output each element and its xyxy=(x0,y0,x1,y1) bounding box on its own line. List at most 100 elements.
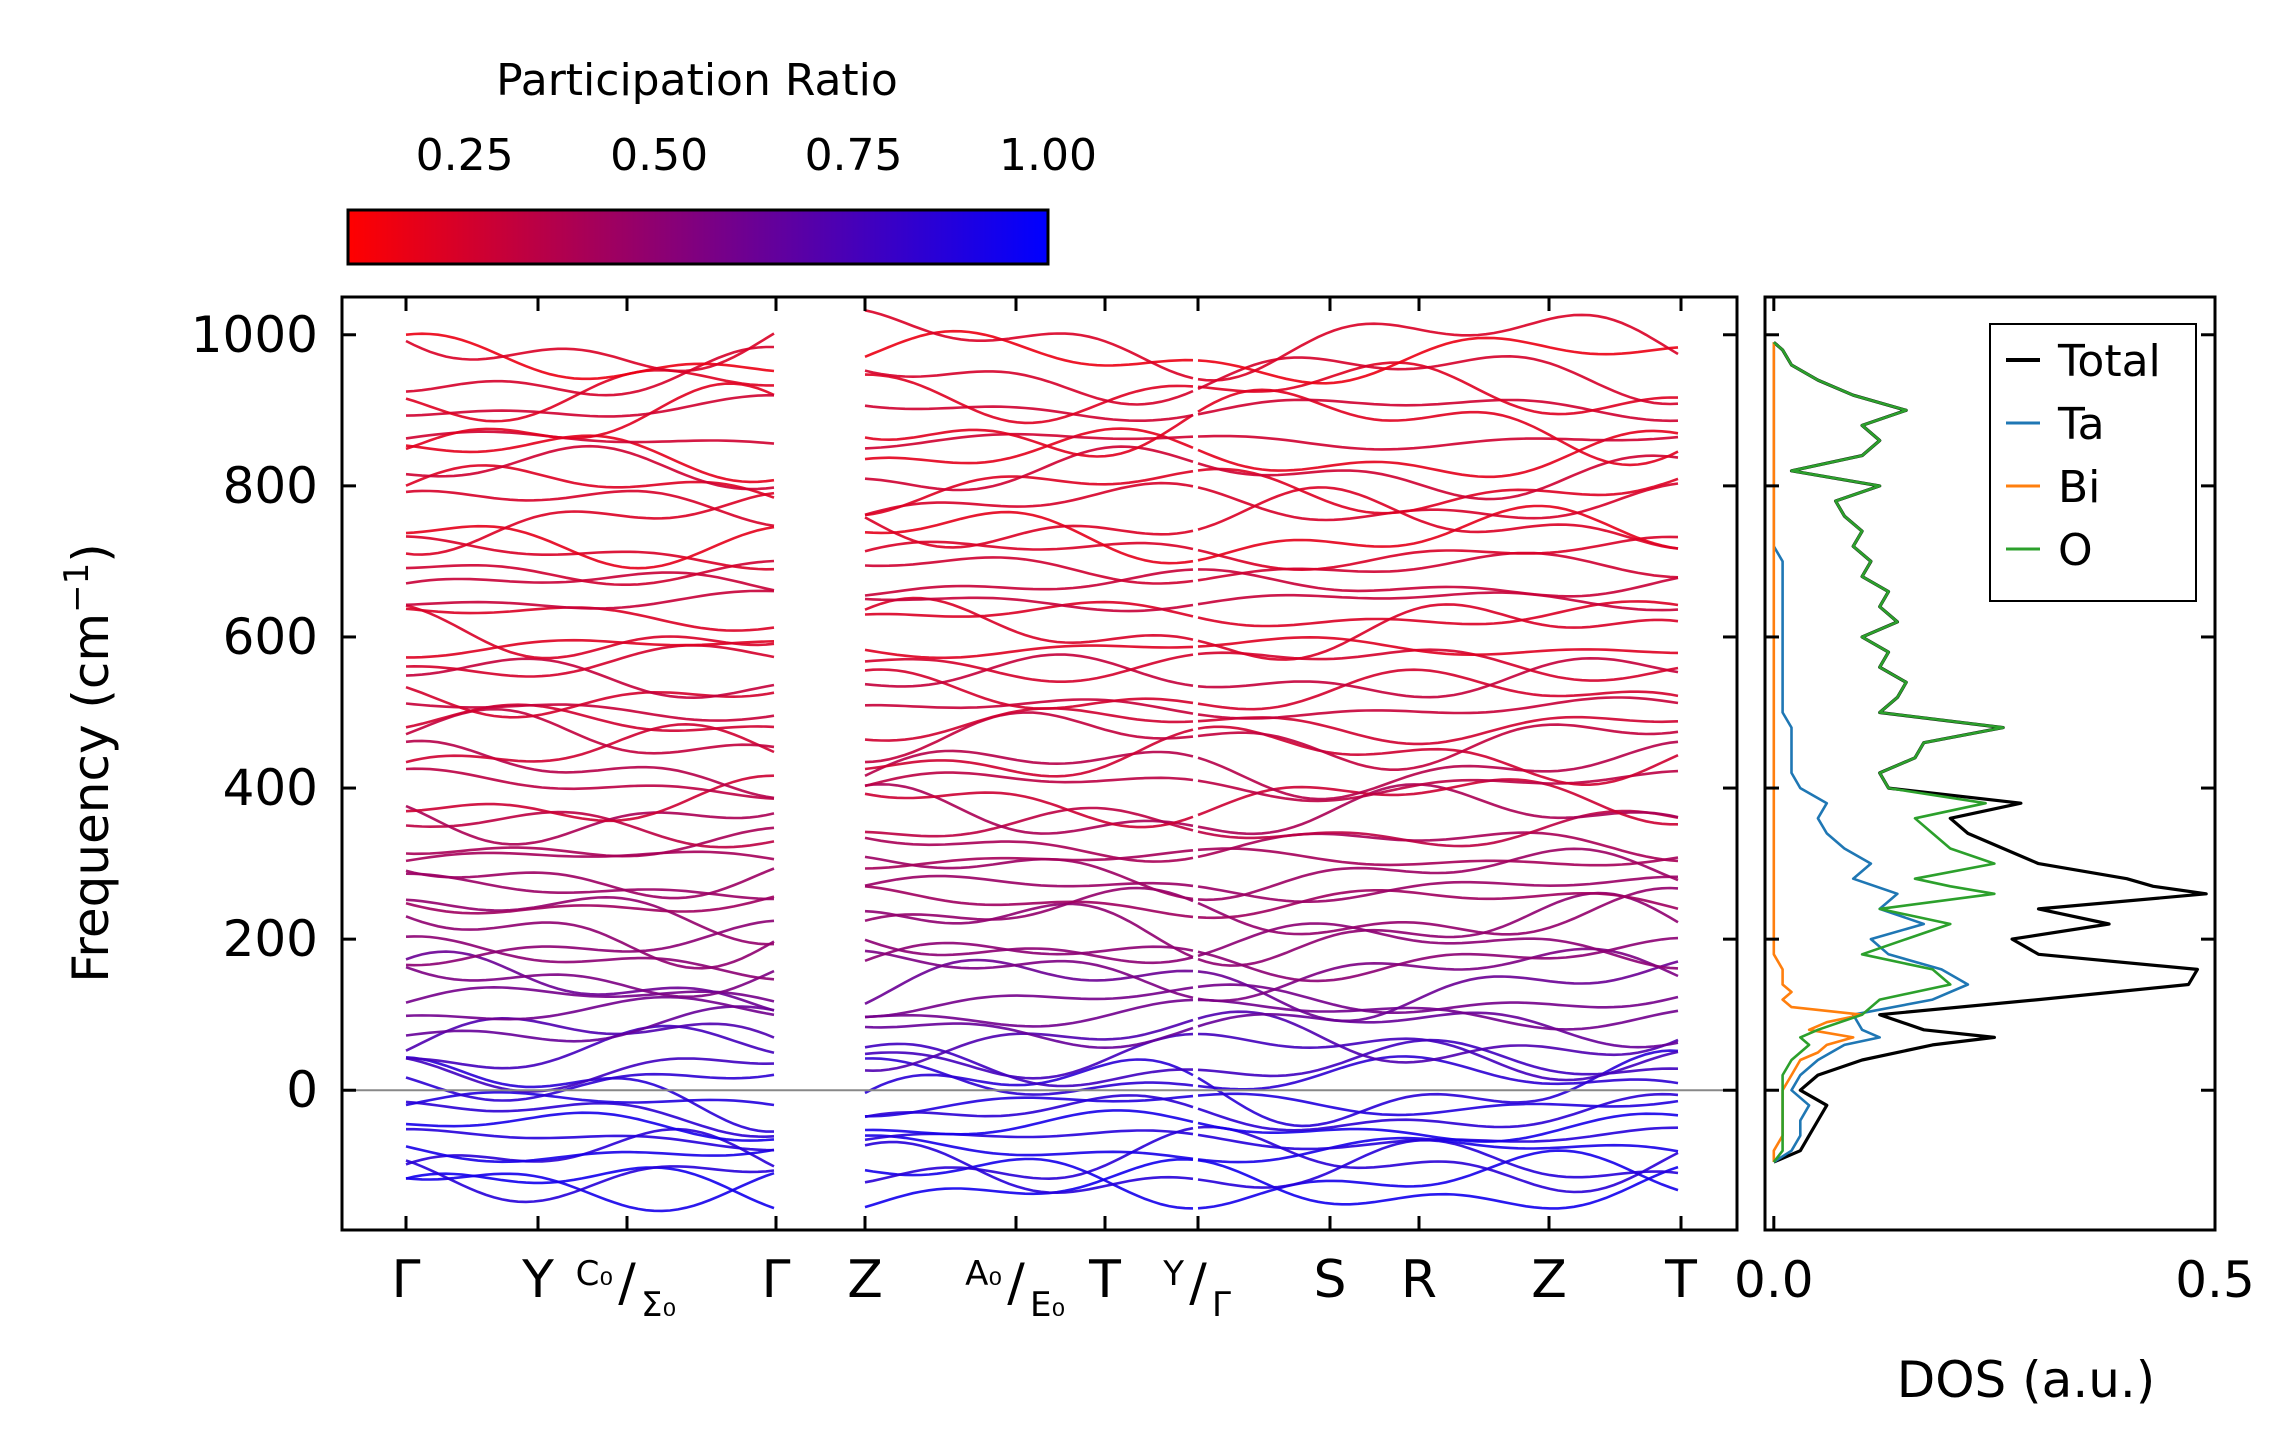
band-line xyxy=(405,644,775,678)
band-line xyxy=(864,998,1194,1028)
band-line xyxy=(405,915,775,970)
band-line xyxy=(1197,875,1678,903)
band-line xyxy=(1197,1149,1679,1210)
band-line xyxy=(405,589,775,610)
band-line xyxy=(864,707,1194,742)
band-line xyxy=(864,986,1194,1019)
band-line xyxy=(1197,783,1679,836)
band-line xyxy=(864,596,1194,613)
band-line xyxy=(1197,922,1679,970)
band-line xyxy=(405,702,775,722)
y-tick-label: 1000 xyxy=(191,306,318,364)
band-line xyxy=(1197,361,1679,416)
band-line xyxy=(405,1072,775,1102)
x-tick-label: Z xyxy=(1531,1250,1567,1310)
band-line xyxy=(405,1145,775,1164)
band-line xyxy=(1197,429,1679,479)
band-line xyxy=(1197,1038,1679,1078)
band-line xyxy=(864,653,1194,683)
band-line xyxy=(864,1157,1194,1209)
legend-label-o: O xyxy=(2058,525,2093,576)
dos-axes-frame xyxy=(1763,295,2217,1232)
band-line xyxy=(405,1166,775,1210)
band-line xyxy=(1197,504,1679,562)
band-line xyxy=(405,606,775,632)
band-line xyxy=(864,728,1194,778)
colorbar: Participation Ratio 0.25 0.50 0.75 1.00 xyxy=(346,55,1097,266)
band-line xyxy=(864,806,1194,838)
band-line xyxy=(864,329,1194,367)
x-tick-label-bottom: Σ₀ xyxy=(641,1285,676,1325)
band-line xyxy=(1197,847,1679,902)
x-tick-label-bottom: Γ xyxy=(1212,1285,1231,1325)
band-line xyxy=(405,382,775,451)
band-line xyxy=(1197,568,1679,598)
band-line xyxy=(864,1140,1194,1195)
band-line xyxy=(1197,696,1679,720)
band-line xyxy=(405,394,774,418)
band-line xyxy=(405,1171,775,1213)
band-line xyxy=(1197,635,1679,656)
band-line xyxy=(405,657,775,700)
legend-label-total: Total xyxy=(2057,336,2161,387)
band-line xyxy=(405,995,775,1021)
y-tick-label: 200 xyxy=(223,910,318,968)
band-line xyxy=(1197,723,1679,771)
band-line xyxy=(405,919,775,967)
x-tick-label-bottom: E₀ xyxy=(1030,1285,1065,1325)
band-line xyxy=(1197,1032,1679,1082)
band-line xyxy=(1197,960,1679,1023)
band-line xyxy=(864,791,1194,829)
band-line xyxy=(1197,313,1679,382)
band-line xyxy=(864,432,1194,450)
x-tick-label-slash: / xyxy=(618,1253,636,1313)
band-line xyxy=(864,600,1194,618)
band-line xyxy=(405,774,775,823)
band-line xyxy=(864,938,1194,965)
band-line xyxy=(864,1126,1194,1184)
band-line xyxy=(864,644,1194,660)
band-line xyxy=(864,668,1194,710)
band-line xyxy=(1197,1126,1679,1151)
y-tick-label: 600 xyxy=(223,608,318,666)
band-line xyxy=(1197,778,1678,826)
band-line xyxy=(864,1109,1194,1136)
band-line xyxy=(405,1005,775,1043)
band-line xyxy=(405,604,775,660)
band-line xyxy=(1197,482,1679,522)
x-tick-label-top: C₀ xyxy=(576,1254,613,1294)
band-x-ticks: Γ Y C₀ / Σ₀ Γ Z A₀ / E₀ T Y / Γ S R Z T xyxy=(392,297,1697,1325)
x-tick-label: S xyxy=(1313,1250,1346,1310)
band-line xyxy=(405,1091,775,1107)
x-tick-label-top: A₀ xyxy=(965,1254,1002,1294)
band-line xyxy=(406,638,775,659)
band-line xyxy=(1197,434,1679,451)
band-lines xyxy=(405,309,1679,1213)
y-tick-label: 0 xyxy=(286,1061,318,1119)
x-tick-label: T xyxy=(1088,1250,1121,1310)
legend-frame xyxy=(1989,323,2197,602)
band-line xyxy=(405,1024,775,1070)
band-line xyxy=(864,836,1194,863)
band-line xyxy=(864,568,1194,597)
legend-label-bi: Bi xyxy=(2058,462,2100,513)
band-line xyxy=(864,1057,1194,1096)
band-line xyxy=(405,345,774,397)
band-line xyxy=(405,826,775,858)
band-line xyxy=(405,524,775,570)
band-line xyxy=(405,703,775,732)
band-line xyxy=(405,430,775,445)
band-line xyxy=(405,444,775,491)
band-line xyxy=(405,1016,775,1052)
band-line xyxy=(1197,467,1679,515)
band-y-ticks: 0 200 400 600 800 1000 xyxy=(191,306,1737,1119)
band-line xyxy=(864,653,1194,688)
y-axis-label-text: Frequency (cm xyxy=(62,613,120,983)
band-line xyxy=(864,885,1194,919)
band-line xyxy=(864,1032,1194,1080)
band-line xyxy=(864,902,1194,959)
band-line xyxy=(1197,486,1679,550)
band-line xyxy=(1197,740,1679,801)
band-line xyxy=(1197,847,1679,867)
band-line xyxy=(405,965,775,999)
